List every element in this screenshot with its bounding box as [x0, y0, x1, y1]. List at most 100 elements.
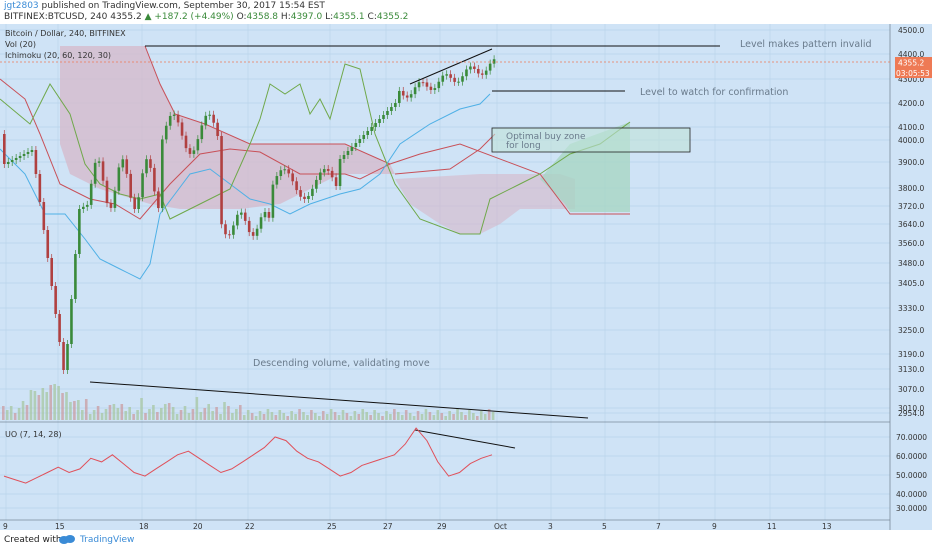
- volume-bar: [306, 415, 309, 420]
- candle: [220, 136, 223, 225]
- volume-bar: [476, 416, 479, 420]
- candle: [247, 220, 251, 233]
- candle: [449, 74, 452, 78]
- candle: [346, 151, 350, 155]
- close-label: C:: [367, 12, 377, 22]
- countdown-tag: [895, 68, 932, 78]
- price-tick: 4300.0: [898, 75, 924, 84]
- candle: [212, 114, 215, 123]
- low-value: 4355.1: [333, 12, 365, 22]
- candle: [192, 150, 196, 154]
- candle: [236, 214, 239, 226]
- volume-bar: [314, 413, 317, 420]
- annotation-buy-line1: Optimal buy zone: [506, 132, 586, 142]
- volume-bar: [191, 409, 195, 420]
- annotation-buy-line2: for long: [506, 141, 541, 151]
- cloud-bear-area: [60, 46, 395, 209]
- candle: [46, 230, 50, 258]
- candle: [433, 88, 437, 90]
- symbol[interactable]: BITFINEX:BTCUSD, 240: [4, 12, 108, 22]
- candle: [101, 161, 105, 181]
- candle: [208, 114, 211, 116]
- volume-bar: [2, 406, 5, 420]
- volume-bar: [57, 386, 60, 420]
- candle: [18, 156, 22, 158]
- volume-bar: [325, 414, 329, 420]
- high-value: 4397.0: [290, 12, 323, 22]
- volume-bar: [148, 409, 151, 420]
- candle: [394, 103, 397, 107]
- chart-header: jgt2803 published on TradingView.com, Se…: [0, 0, 932, 24]
- candle: [405, 95, 409, 98]
- volume-bar: [195, 397, 199, 420]
- volume-bar: [49, 385, 52, 420]
- volume-bar: [448, 411, 451, 420]
- time-tick: 5: [602, 522, 607, 530]
- candle: [14, 158, 18, 160]
- time-tick: 25: [327, 522, 337, 530]
- candle: [307, 195, 310, 199]
- volume-bar: [211, 411, 214, 420]
- candle: [216, 122, 219, 137]
- candle: [176, 114, 180, 123]
- volume-bar: [329, 409, 333, 420]
- time-tick: 7: [656, 522, 661, 530]
- candle: [50, 258, 53, 286]
- author-link[interactable]: jgt2803: [4, 1, 39, 11]
- price-tick: 3330.0: [898, 304, 924, 313]
- candle: [390, 107, 393, 111]
- uo-tick: 30.0000: [896, 504, 927, 513]
- candle: [38, 174, 42, 202]
- candle: [492, 59, 496, 64]
- uo-tick: 60.0000: [896, 452, 927, 461]
- candle: [421, 82, 425, 84]
- candle: [338, 159, 342, 187]
- volume-bar: [29, 390, 33, 420]
- volume-bar: [337, 415, 341, 420]
- volume-trend-line: [89, 381, 589, 419]
- volume-bar: [440, 413, 444, 420]
- volume-bar: [88, 414, 92, 420]
- volume-bar: [464, 415, 467, 420]
- candle: [58, 314, 61, 342]
- volume-bar: [171, 407, 175, 420]
- price-tick: 4000.0: [898, 136, 924, 145]
- candle: [240, 212, 243, 215]
- price-tick: 3190.0: [898, 350, 924, 359]
- uo-tick: 50.0000: [896, 471, 927, 480]
- candle: [97, 161, 101, 163]
- price-tick: 3250.0: [898, 326, 924, 335]
- volume-bar: [385, 411, 388, 420]
- price-chart[interactable]: 4500.0 4400.0 4300.0 4200.0 4100.0 4000.0 3900…: [0, 24, 932, 530]
- price-tick: 2954.0: [898, 409, 924, 418]
- volume-bar: [223, 402, 226, 420]
- candle: [382, 115, 385, 119]
- volume-bar: [472, 413, 475, 420]
- candle: [137, 197, 140, 209]
- candle: [255, 228, 259, 236]
- candle: [413, 87, 417, 95]
- volume-bar: [357, 414, 361, 420]
- volume-bar: [167, 403, 171, 420]
- tradingview-brand[interactable]: TradingView: [80, 535, 135, 545]
- candle: [184, 135, 188, 149]
- candle: [200, 125, 204, 140]
- candle: [224, 224, 227, 235]
- candle: [105, 180, 109, 204]
- volume-bar: [37, 395, 41, 420]
- level-lines: [0, 45, 890, 449]
- volume-bar: [333, 412, 337, 420]
- candle: [74, 254, 77, 299]
- candle: [275, 176, 279, 185]
- volume-bar: [199, 412, 203, 420]
- price-tick: 3560.0: [898, 239, 924, 248]
- volume-bar: [132, 414, 135, 420]
- last-price-tag-value: 4355.2: [898, 59, 924, 68]
- time-tick: 27: [383, 522, 393, 530]
- kijun-line: [0, 78, 630, 220]
- candle: [291, 173, 294, 182]
- tenkan-line: [0, 93, 491, 280]
- volume-bar: [432, 415, 436, 420]
- volume-bar: [420, 414, 424, 420]
- candle: [480, 73, 484, 75]
